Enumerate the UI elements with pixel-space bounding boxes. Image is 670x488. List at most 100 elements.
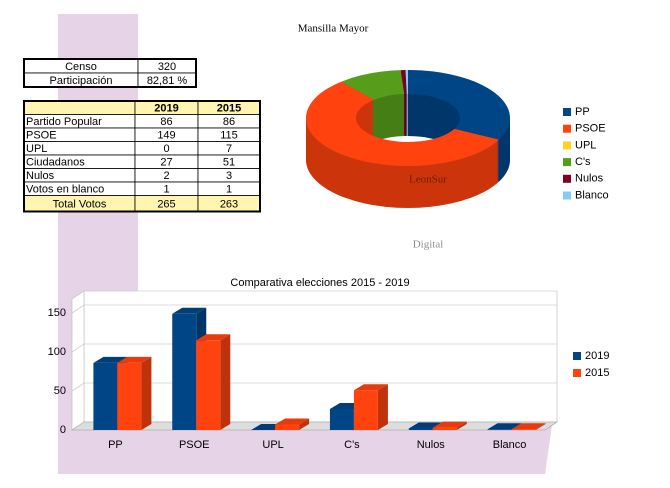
bar-top <box>93 356 128 363</box>
header-cell <box>23 100 136 115</box>
row-value: 86 <box>160 116 172 128</box>
row-label: Nulos <box>26 170 55 182</box>
slice <box>408 70 511 140</box>
x-tick-label: Blanco <box>493 439 527 451</box>
bar-top <box>117 356 152 363</box>
charts: PP PSOE UPL C's Nulos Blanco Comparativa elecc… <box>48 70 609 451</box>
bar-side <box>535 423 546 430</box>
header-label: 2015 <box>217 103 241 115</box>
legend-swatch <box>563 108 571 116</box>
row-value: 86 <box>223 116 235 128</box>
summary-label: Censo <box>65 61 97 73</box>
summary-value: 320 <box>158 61 176 73</box>
bar-side <box>220 334 231 430</box>
watermark-line: LeonSur <box>409 174 447 186</box>
bar-top <box>172 307 207 314</box>
summary-value: 82,81 % <box>147 75 188 87</box>
slice <box>400 70 407 95</box>
row-value: 2 <box>163 170 169 182</box>
bar-side <box>456 421 467 430</box>
legend-label: 2019 <box>585 350 609 362</box>
grid-line <box>71 343 557 353</box>
results-border <box>23 100 261 213</box>
row-value: 3 <box>226 170 232 182</box>
bar <box>275 424 300 430</box>
bar-top <box>196 334 231 341</box>
legend-label: PSOE <box>575 123 606 135</box>
legend-swatch <box>573 369 581 377</box>
y-tick-label: 0 <box>60 424 66 436</box>
legend-swatch <box>563 158 571 167</box>
page-title: Mansilla Mayor <box>298 23 369 35</box>
legend-label: UPL <box>575 139 596 151</box>
bar-top <box>275 418 310 425</box>
legend-swatch <box>563 124 571 133</box>
grid-line <box>71 421 557 431</box>
bar <box>487 429 512 430</box>
y-tick-label: 50 <box>54 385 66 397</box>
bar-side <box>141 356 152 430</box>
bar-top <box>353 384 388 391</box>
total-value: 263 <box>220 198 238 210</box>
y-tick-label: 150 <box>48 307 66 319</box>
legend-label: Blanco <box>575 189 609 201</box>
bar <box>329 408 354 430</box>
x-tick-label: Nulos <box>417 439 446 451</box>
bar-side <box>377 384 388 430</box>
legend-swatch <box>563 174 571 183</box>
slice <box>306 81 500 166</box>
bar-top <box>511 423 546 430</box>
x-tick-label: PSOE <box>179 439 210 451</box>
legend-swatch <box>563 191 571 200</box>
row-label: Ciudadanos <box>26 157 85 169</box>
x-tick-label: UPL <box>262 439 283 451</box>
summary-border <box>23 58 197 88</box>
back-wall <box>83 290 558 423</box>
bar-side <box>299 418 310 430</box>
row-value: 0 <box>163 143 169 155</box>
row-label: Partido Popular <box>26 116 102 128</box>
bar <box>432 427 457 430</box>
legend-swatch <box>563 141 571 150</box>
chart-title: Comparativa elecciones 2015 - 2019 <box>230 277 409 289</box>
bar <box>196 340 221 430</box>
row-value: 51 <box>223 157 235 169</box>
bar <box>117 362 142 430</box>
legend-label: PP <box>575 106 590 118</box>
header-label: 2019 <box>154 103 178 115</box>
x-tick-label: C's <box>344 439 360 451</box>
row-value: 1 <box>226 184 232 196</box>
bar-top <box>487 423 522 430</box>
legend-swatch <box>573 352 581 360</box>
row-label: UPL <box>26 143 47 155</box>
legend-label: 2015 <box>585 367 609 379</box>
total-value: 265 <box>157 198 175 210</box>
x-tick-label: PP <box>108 439 123 451</box>
bar-top <box>432 421 467 428</box>
row-label: Votos en blanco <box>26 184 104 196</box>
bar <box>408 428 433 430</box>
slice <box>341 70 405 100</box>
legend-label: C's <box>575 156 591 168</box>
row-value: 149 <box>157 130 175 142</box>
row-value: 115 <box>220 130 238 142</box>
watermark-line: Digital <box>413 239 444 251</box>
row-value: 1 <box>163 184 169 196</box>
row-value: 7 <box>226 143 232 155</box>
legend-label: Nulos <box>575 173 604 185</box>
row-value: 27 <box>160 157 172 169</box>
row-label: PSOE <box>26 130 57 142</box>
bar <box>353 390 378 430</box>
bar <box>93 362 118 430</box>
bar <box>172 313 197 430</box>
summary-label: Participación <box>50 75 113 87</box>
slice <box>405 70 408 95</box>
total-label: Total Votos <box>53 198 107 210</box>
watermark-text: LeonSur Digital <box>409 174 447 251</box>
grid-line <box>71 304 557 314</box>
bar <box>511 429 536 430</box>
y-tick-label: 100 <box>48 346 66 358</box>
grid-line <box>71 382 557 392</box>
